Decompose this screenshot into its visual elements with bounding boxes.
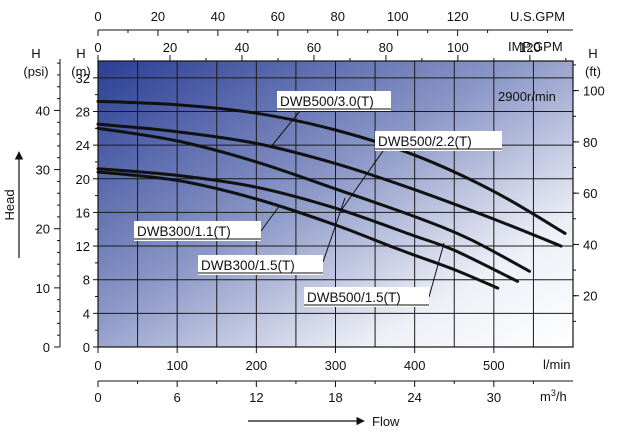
usgpm-tick-label: 100 <box>387 9 409 24</box>
label-box-dwb500-3-0-t <box>277 91 391 111</box>
impgpm-tick-label: 120 <box>519 40 541 55</box>
m3h-unit: m3/h <box>540 388 567 404</box>
impgpm-tick-label: 60 <box>307 40 321 55</box>
label-box-dwb300-1-1-t <box>134 221 261 241</box>
lmin-tick-label: 500 <box>483 358 505 373</box>
ft-tick-label: 60 <box>583 186 597 201</box>
curve-dwb500-2-2-t <box>96 122 563 248</box>
m3h-tick-label: 12 <box>249 390 263 405</box>
lmin-tick-label: 300 <box>325 358 347 373</box>
psi-tick-label: 40 <box>36 103 50 118</box>
usgpm-tick-label: 0 <box>94 9 101 24</box>
curve-labels: DWB500/3.0(T) DWB500/2.2(T) DWB300/1.5(T) D… <box>134 91 502 307</box>
lmin-tick-label: 100 <box>166 358 188 373</box>
m-axis-unit: (m) <box>71 64 91 79</box>
m3h-tick-label: 6 <box>174 390 181 405</box>
impgpm-tick-label: 40 <box>235 40 249 55</box>
head-m-tick-label: 8 <box>83 273 90 288</box>
lmin-tick-label: 0 <box>94 358 101 373</box>
head-m-tick-label: 32 <box>76 71 90 86</box>
psi-tick-label: 30 <box>36 163 50 178</box>
impgpm-tick-label: 100 <box>447 40 469 55</box>
label-box-dwb500-2-2-t <box>375 131 502 151</box>
lmin-tick-label: 200 <box>245 358 267 373</box>
label-dwb500-2-2-t: DWB500/2.2(T) <box>378 134 472 149</box>
head-m-tick-label: 20 <box>76 172 90 187</box>
curve-dwb500-3-0-t <box>96 99 567 235</box>
leader-dwb300-1-1-t <box>260 204 281 232</box>
impgpm-tick-label: 20 <box>163 40 177 55</box>
leader-dwb500-2-2-t <box>339 150 384 213</box>
speed-annotation: 2900r/min <box>498 89 556 104</box>
psi-tick-label: 10 <box>36 281 50 296</box>
m3h-tick-label: 30 <box>487 390 501 405</box>
m3h-tick-label: 0 <box>94 390 101 405</box>
head-m-tick-label: 24 <box>76 138 90 153</box>
psi-tick-label: 20 <box>36 222 50 237</box>
head-m-tick-label: 16 <box>76 205 90 220</box>
m3h-tick-label: 24 <box>407 390 421 405</box>
head-m-tick-label: 28 <box>76 104 90 119</box>
curves <box>96 99 567 290</box>
curve-dwb500-1-5-t <box>96 170 500 290</box>
head-m-tick-label: 0 <box>83 340 90 355</box>
leader-dwb500-1-5-t <box>428 242 445 298</box>
label-box-dwb300-1-5-t <box>198 255 323 275</box>
curve-dwb300-1-1-t <box>96 167 520 283</box>
label-dwb500-3-0-t: DWB500/3.0(T) <box>280 94 374 109</box>
ft-axis-unit: (ft) <box>585 64 601 79</box>
usgpm-unit: U.S.GPM <box>510 9 565 24</box>
usgpm-tick-label: 80 <box>331 9 345 24</box>
lmin-tick-label: 400 <box>404 358 426 373</box>
lmin-unit: l/min <box>543 357 570 372</box>
ft-tick-label: 100 <box>583 84 605 99</box>
leader-dwb300-1-5-t <box>322 197 346 263</box>
flow-axis-title: Flow <box>372 414 400 429</box>
leader-dwb500-3-0-t <box>269 110 301 149</box>
psi-tick-label: 0 <box>43 340 50 355</box>
label-box-dwb500-1-5-t <box>304 287 429 307</box>
usgpm-tick-label: 20 <box>151 9 165 24</box>
label-leaders <box>260 110 445 298</box>
impgpm-tick-label: 0 <box>94 40 101 55</box>
label-dwb300-1-1-t: DWB300/1.1(T) <box>137 224 231 239</box>
label-dwb300-1-5-t: DWB300/1.5(T) <box>201 258 295 273</box>
m-axis-h: H <box>76 46 85 61</box>
curve-dwb300-1-5-t <box>96 126 531 273</box>
impgpm-unit: IMP.GPM <box>508 39 563 54</box>
label-dwb500-1-5-t: DWB500/1.5(T) <box>307 290 401 305</box>
usgpm-tick-label: 60 <box>271 9 285 24</box>
head-axis-title: Head <box>2 189 17 220</box>
m3h-tick-label: 18 <box>328 390 342 405</box>
ft-tick-label: 40 <box>583 237 597 252</box>
psi-axis-h: H <box>31 46 40 61</box>
ft-tick-label: 20 <box>583 289 597 304</box>
impgpm-tick-label: 80 <box>379 40 393 55</box>
ft-axis-h: H <box>588 46 597 61</box>
head-m-tick-label: 4 <box>83 306 90 321</box>
usgpm-tick-label: 120 <box>447 9 469 24</box>
usgpm-tick-label: 40 <box>211 9 225 24</box>
ft-tick-label: 80 <box>583 135 597 150</box>
psi-axis-unit: (psi) <box>23 64 48 79</box>
head-m-tick-label: 12 <box>76 239 90 254</box>
